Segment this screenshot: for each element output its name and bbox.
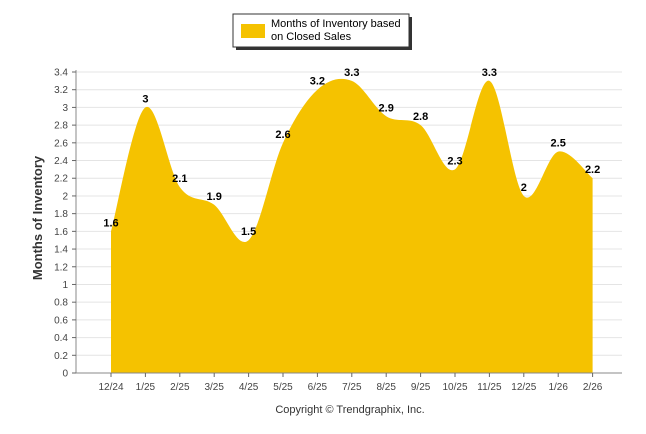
data-label: 2.3	[447, 155, 462, 167]
x-tick-label: 2/25	[170, 382, 190, 393]
y-tick-label: 1.8	[54, 209, 68, 220]
x-tick-label: 8/25	[376, 382, 396, 393]
x-tick-label: 2/26	[583, 382, 603, 393]
y-tick-label: 1.4	[54, 245, 68, 256]
x-tick-label: 4/25	[239, 382, 259, 393]
x-tick-label: 3/25	[204, 382, 224, 393]
y-tick-label: 2.4	[54, 156, 68, 167]
y-tick-label: 2	[62, 191, 68, 202]
data-label: 2.8	[413, 111, 428, 123]
data-label: 2.6	[275, 129, 290, 141]
data-label: 2.1	[172, 173, 187, 185]
y-tick-label: 0.8	[54, 298, 68, 309]
area-series	[110, 78, 593, 374]
y-tick-label: 3.2	[54, 85, 68, 96]
x-tick-label: 12/24	[98, 382, 123, 393]
y-axis-ticks: 0 0.2 0.4 0.6 0.8 1 1.2 1.4 1.6 1.8 2 2.2 2.4 2.6 2.8 3…	[54, 68, 76, 380]
area-fill	[111, 78, 593, 374]
data-label: 3.2	[310, 76, 325, 88]
y-tick-label: 1.6	[54, 227, 68, 238]
x-tick-label: 1/25	[136, 382, 156, 393]
data-label: 2.9	[379, 102, 394, 114]
y-tick-label: 2.6	[54, 138, 68, 149]
y-tick-label: 0.4	[54, 333, 68, 344]
data-label: 3.3	[344, 67, 359, 79]
y-tick-label: 3	[62, 103, 68, 114]
x-tick-label: 10/25	[442, 382, 467, 393]
axes	[75, 70, 622, 374]
y-tick-label: 1.2	[54, 262, 68, 273]
legend-text-line-2: on Closed Sales	[271, 31, 352, 43]
legend-swatch	[241, 24, 265, 38]
data-label: 1.6	[103, 217, 118, 229]
x-tick-label: 5/25	[273, 382, 293, 393]
y-tick-label: 0	[62, 369, 68, 380]
x-tick-label: 7/25	[342, 382, 362, 393]
data-label: 1.9	[207, 191, 222, 203]
y-tick-label: 1	[62, 280, 68, 291]
y-axis-label: Months of Inventory	[30, 155, 45, 280]
data-label: 2	[521, 182, 527, 194]
data-label: 3	[142, 93, 148, 105]
y-tick-label: 2.2	[54, 174, 68, 185]
y-tick-label: 2.8	[54, 121, 68, 132]
x-tick-label: 12/25	[511, 382, 536, 393]
x-tick-label: 9/25	[411, 382, 431, 393]
x-tick-label: 6/25	[308, 382, 328, 393]
y-tick-label: 3.4	[54, 68, 68, 79]
x-axis-ticks: 12/24 1/25 2/25 3/25 4/25 5/25 6/25 7/25 8/25 9/2…	[98, 373, 603, 393]
x-tick-label: 11/25	[477, 382, 502, 393]
legend[interactable]: Months of Inventory based on Closed Sale…	[232, 13, 412, 50]
copyright-footer: Copyright © Trendgraphix, Inc.	[275, 404, 424, 416]
data-label: 2.5	[551, 138, 566, 150]
y-tick-label: 0.2	[54, 351, 68, 362]
x-tick-label: 1/26	[548, 382, 568, 393]
data-labels: 1.6 3 2.1 1.9 1.5 2.6 3.2 3.3 2.9 2.8 2.3 3.3 2 2.5 2.…	[103, 67, 600, 238]
y-tick-label: 0.6	[54, 315, 68, 326]
legend-text-line-1: Months of Inventory based	[271, 18, 401, 30]
data-label: 1.5	[241, 226, 256, 238]
data-label: 2.2	[585, 164, 600, 176]
data-label: 3.3	[482, 67, 497, 79]
